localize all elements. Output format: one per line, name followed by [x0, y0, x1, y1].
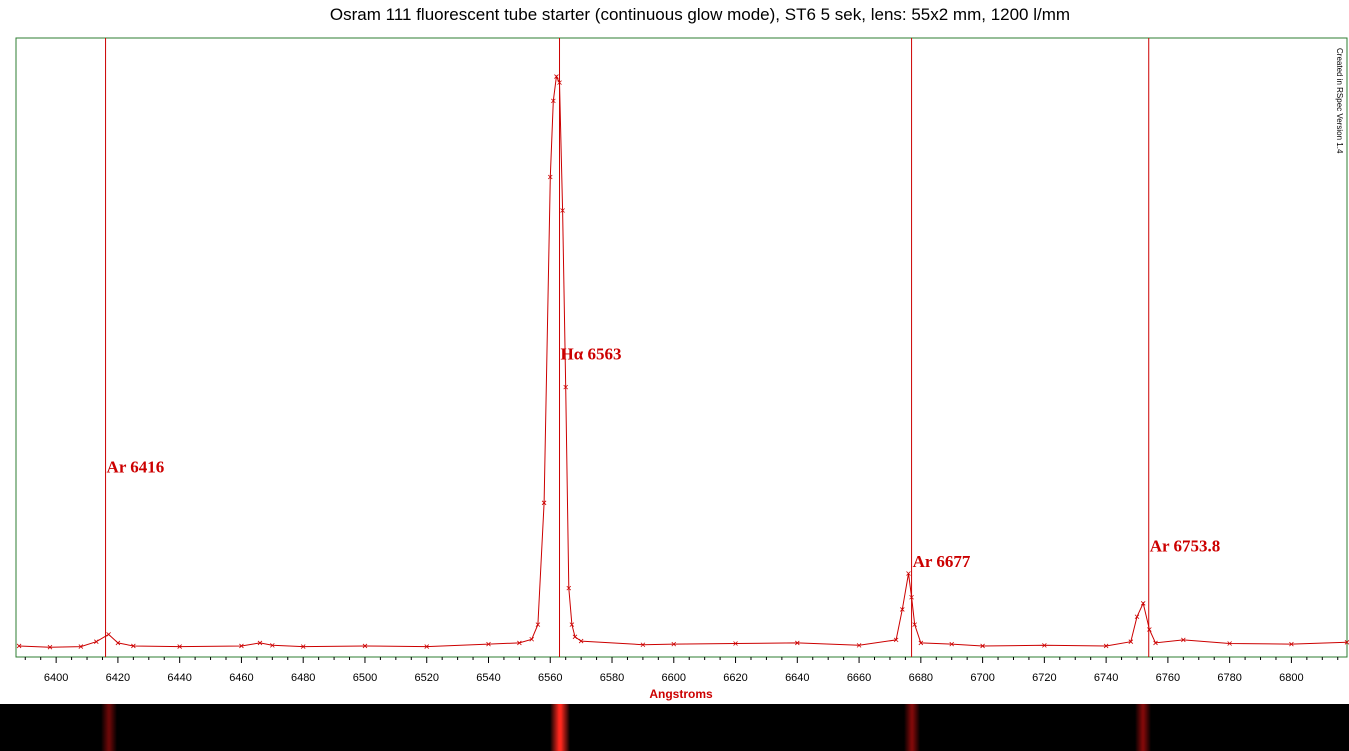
data-point	[893, 637, 899, 643]
reference-lines: Ar 6416 Hα 6563 Ar 6677 Ar 6753.8	[105, 38, 1221, 657]
data-point	[257, 640, 263, 646]
reference-line-label-2: Ar 6677	[913, 552, 971, 571]
x-tick-label: 6440	[167, 672, 191, 684]
spectral-glow-1	[549, 704, 570, 751]
data-point	[1181, 637, 1186, 643]
reference-line-label-1: Hα 6563	[561, 345, 622, 364]
reference-line-label-3: Ar 6753.8	[1150, 537, 1221, 556]
spectral-glow-2	[903, 704, 920, 751]
software-credit: Created in RSpec Version 1.4	[1335, 48, 1344, 154]
data-point	[640, 642, 646, 648]
x-tick-label: 6680	[909, 672, 933, 684]
data-point	[1128, 639, 1134, 644]
x-tick-label: 6420	[106, 672, 130, 684]
x-tick-label: 6520	[414, 672, 438, 684]
x-tick-label: 6600	[662, 672, 686, 684]
data-point	[529, 636, 535, 642]
data-point	[535, 622, 541, 627]
data-point	[1147, 627, 1152, 632]
data-point	[563, 384, 568, 390]
series-line-0	[19, 74, 1348, 648]
data-point	[424, 644, 430, 649]
data-point	[569, 622, 575, 627]
data-point	[572, 634, 578, 640]
x-tick-label: 6740	[1094, 672, 1118, 684]
data-point	[906, 571, 911, 576]
x-axis: 6400 6420 6440 6460 6480 6500 6520 6540 6560 6580…	[24, 657, 1339, 684]
x-tick-label: 6580	[600, 672, 624, 684]
data-point	[47, 644, 53, 650]
x-axis-title: Angstroms	[649, 687, 713, 701]
data-point	[1042, 643, 1047, 648]
data-point	[1153, 640, 1158, 646]
spectral-glow-0	[100, 704, 117, 751]
series-spectrum	[16, 74, 1349, 650]
x-tick-label: 6640	[785, 672, 809, 684]
reference-line-label-0: Ar 6416	[107, 457, 165, 476]
data-point	[578, 638, 584, 644]
data-point	[177, 644, 182, 649]
data-point	[795, 640, 800, 646]
data-point	[1140, 601, 1146, 606]
data-point	[1227, 641, 1232, 646]
data-point	[541, 500, 547, 506]
data-point	[16, 643, 22, 649]
x-tick-label: 6500	[353, 672, 377, 684]
data-point	[566, 585, 572, 591]
x-tick-label: 6660	[847, 672, 871, 684]
data-point	[912, 622, 917, 627]
x-tick-label: 6780	[1217, 672, 1241, 684]
data-point	[557, 80, 562, 85]
x-tick-label: 6460	[229, 672, 253, 684]
data-point	[106, 632, 111, 637]
data-point	[1289, 641, 1294, 647]
x-tick-label: 6760	[1156, 672, 1180, 684]
data-point	[909, 594, 914, 600]
x-tick-label: 6720	[1032, 672, 1056, 684]
data-point	[517, 640, 522, 646]
spectral-glow-3	[1135, 704, 1152, 751]
data-point	[671, 641, 677, 647]
x-tick-label: 6700	[970, 672, 994, 684]
data-point	[115, 640, 121, 646]
x-tick-label: 6620	[723, 672, 747, 684]
data-point	[554, 74, 559, 79]
data-point	[900, 607, 905, 612]
plot-area-border	[15, 37, 1348, 658]
data-point	[1134, 614, 1140, 620]
data-point	[362, 643, 368, 649]
data-point	[270, 643, 275, 648]
data-point	[733, 641, 738, 646]
data-point	[239, 643, 244, 649]
data-point	[78, 644, 84, 649]
data-point	[94, 639, 99, 644]
x-tick-label: 6540	[476, 672, 500, 684]
data-point	[918, 640, 924, 646]
data-point	[560, 208, 565, 213]
data-point	[980, 643, 985, 649]
data-point	[551, 98, 556, 104]
data-point	[856, 643, 862, 648]
data-point	[547, 174, 553, 180]
data-point	[1103, 643, 1109, 649]
x-tick-label: 6800	[1279, 672, 1303, 684]
chart-title: Osram 111 fluorescent tube starter (cont…	[329, 5, 1071, 24]
data-point	[1344, 640, 1349, 645]
data-point	[949, 641, 954, 647]
data-point	[300, 644, 306, 649]
x-tick-label: 6480	[291, 672, 315, 684]
data-point	[486, 641, 491, 647]
x-tick-label: 6560	[538, 672, 562, 684]
spectrum-image-strip	[0, 704, 1349, 751]
x-tick-label: 6400	[44, 672, 68, 684]
data-point	[131, 643, 136, 649]
